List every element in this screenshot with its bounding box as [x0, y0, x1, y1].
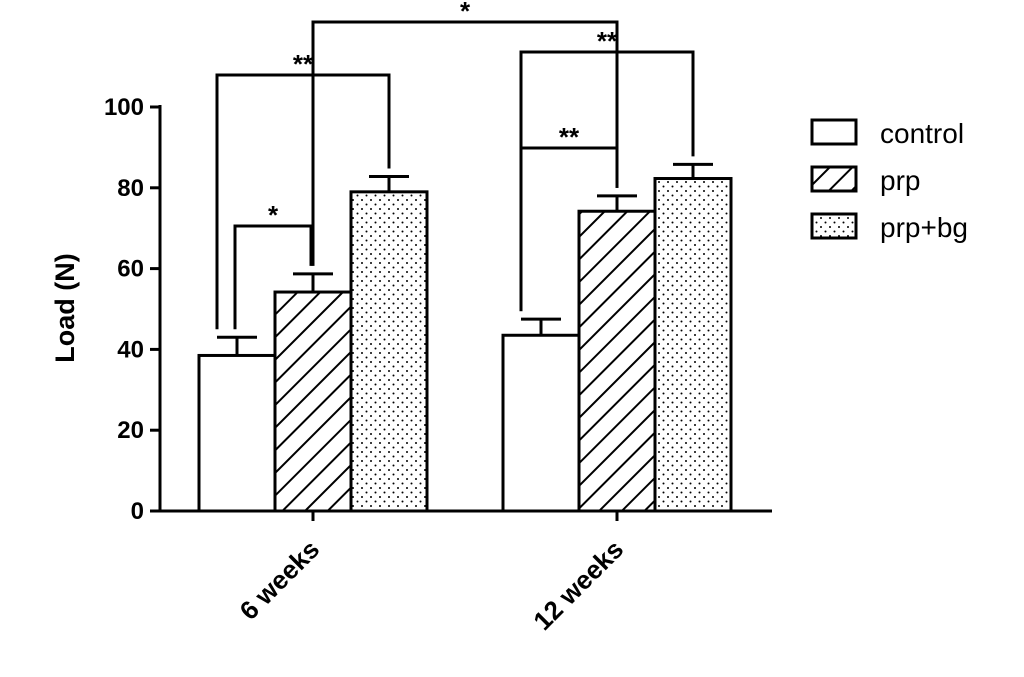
legend-item-prp+bg: prp+bg — [810, 212, 968, 243]
legend-swatch — [810, 212, 858, 240]
y-tick-label: 20 — [117, 417, 144, 444]
significance-label: ** — [597, 26, 618, 56]
significance-line — [311, 20, 619, 266]
legend-item-control: control — [810, 118, 964, 149]
legend-label: control — [880, 118, 964, 149]
bar-prp+bg-1 — [653, 177, 733, 513]
significance-bracket: * — [233, 200, 313, 330]
y-tick-label: 100 — [104, 94, 144, 121]
x-tick-label: 12 weeks — [527, 534, 629, 636]
bar-control-0 — [197, 353, 277, 513]
significance-label: * — [268, 200, 279, 230]
bar-control-1 — [501, 333, 581, 513]
legend-item-prp: prp — [810, 165, 920, 196]
y-tick-label: 40 — [117, 336, 144, 363]
bar-prp+bg-0 — [349, 190, 429, 513]
y-axis-title: Load (N) — [50, 253, 80, 362]
significance-bracket: * — [311, 0, 619, 266]
legend-swatch — [810, 165, 858, 193]
legend-label: prp — [880, 165, 920, 196]
x-tick-label: 6 weeks — [233, 534, 325, 626]
legend-label: prp+bg — [880, 212, 968, 243]
significance-bracket: ** — [215, 49, 391, 330]
bar-prp-0 — [273, 290, 353, 513]
significance-label: ** — [293, 49, 314, 79]
significance-line — [215, 73, 391, 330]
y-tick-label: 60 — [117, 256, 144, 283]
significance-label: ** — [559, 122, 580, 152]
significance-line — [519, 50, 695, 312]
legend-swatch — [810, 118, 858, 146]
significance-bracket: ** — [519, 26, 695, 312]
y-tick-label: 0 — [131, 498, 144, 525]
y-tick-label: 80 — [117, 175, 144, 202]
significance-label: * — [460, 0, 471, 26]
significance-line — [233, 224, 313, 330]
bar-prp-1 — [577, 209, 657, 513]
